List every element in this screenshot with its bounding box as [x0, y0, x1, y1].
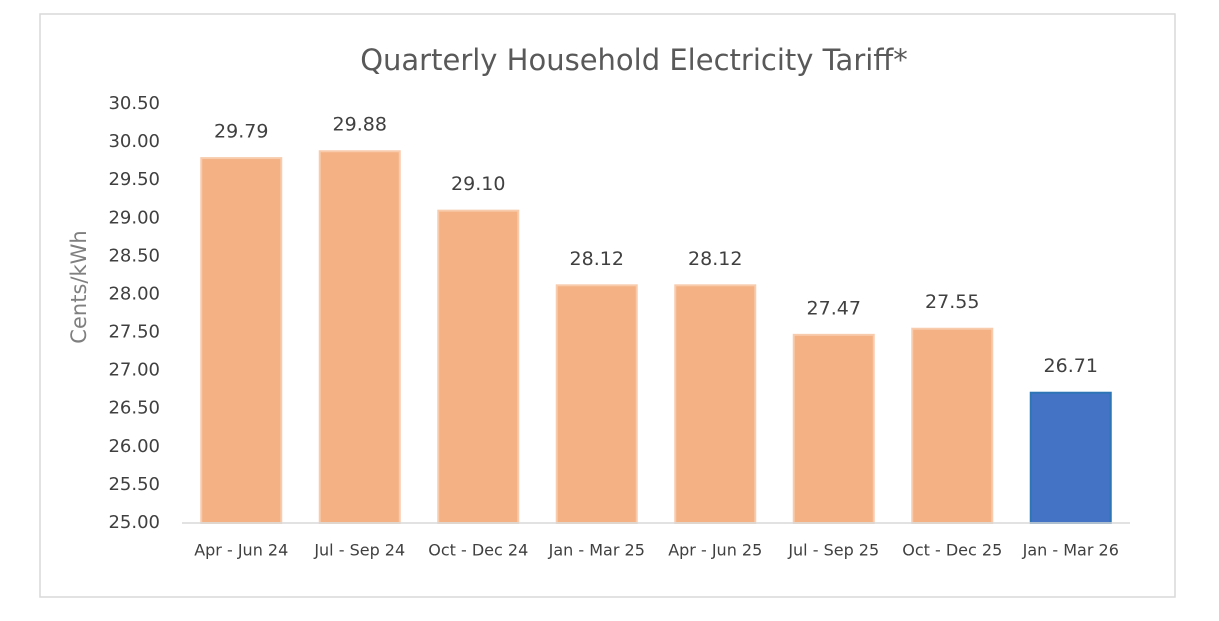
y-tick-label: 29.50	[108, 169, 160, 190]
y-tick-label: 28.00	[108, 283, 160, 304]
bar	[200, 157, 283, 525]
y-tick-label: 30.00	[108, 131, 160, 152]
y-tick-label: 30.50	[108, 93, 160, 114]
x-tick-label: Jan - Mar 26	[1022, 541, 1119, 560]
y-tick-label: 28.50	[108, 245, 160, 266]
bar	[555, 284, 638, 524]
x-tick-label: Apr - Jun 24	[194, 541, 288, 560]
data-label: 28.12	[688, 248, 742, 270]
data-label: 26.71	[1044, 355, 1098, 377]
data-label: 28.12	[570, 248, 624, 270]
bar	[674, 284, 757, 524]
x-tick-label: Jan - Mar 25	[548, 541, 645, 560]
data-label: 27.47	[807, 297, 861, 319]
data-label: 29.10	[451, 173, 505, 195]
y-tick-label: 26.50	[108, 398, 160, 419]
x-tick-label: Jul - Sep 25	[787, 541, 879, 560]
data-label: 29.88	[333, 114, 387, 136]
y-tick-label: 25.00	[108, 512, 160, 533]
data-label: 29.79	[214, 121, 268, 143]
y-tick-label: 27.00	[108, 360, 160, 381]
bar	[437, 209, 520, 524]
data-label: 27.55	[925, 291, 979, 313]
chart-title: Quarterly Household Electricity Tariff*	[360, 43, 908, 77]
bar	[1029, 391, 1112, 524]
y-tick-label: 26.00	[108, 436, 160, 457]
x-tick-label: Jul - Sep 24	[313, 541, 405, 560]
x-tick-label: Apr - Jun 25	[668, 541, 762, 560]
x-tick-label: Oct - Dec 24	[428, 541, 528, 560]
bar	[911, 327, 994, 524]
x-tick-label: Oct - Dec 25	[902, 541, 1002, 560]
y-axis-label: Cents/kWh	[67, 230, 91, 343]
bar	[792, 333, 875, 524]
y-tick-label: 25.50	[108, 474, 160, 495]
y-tick-label: 27.50	[108, 322, 160, 343]
y-tick-label: 29.00	[108, 207, 160, 228]
bar	[318, 150, 401, 524]
